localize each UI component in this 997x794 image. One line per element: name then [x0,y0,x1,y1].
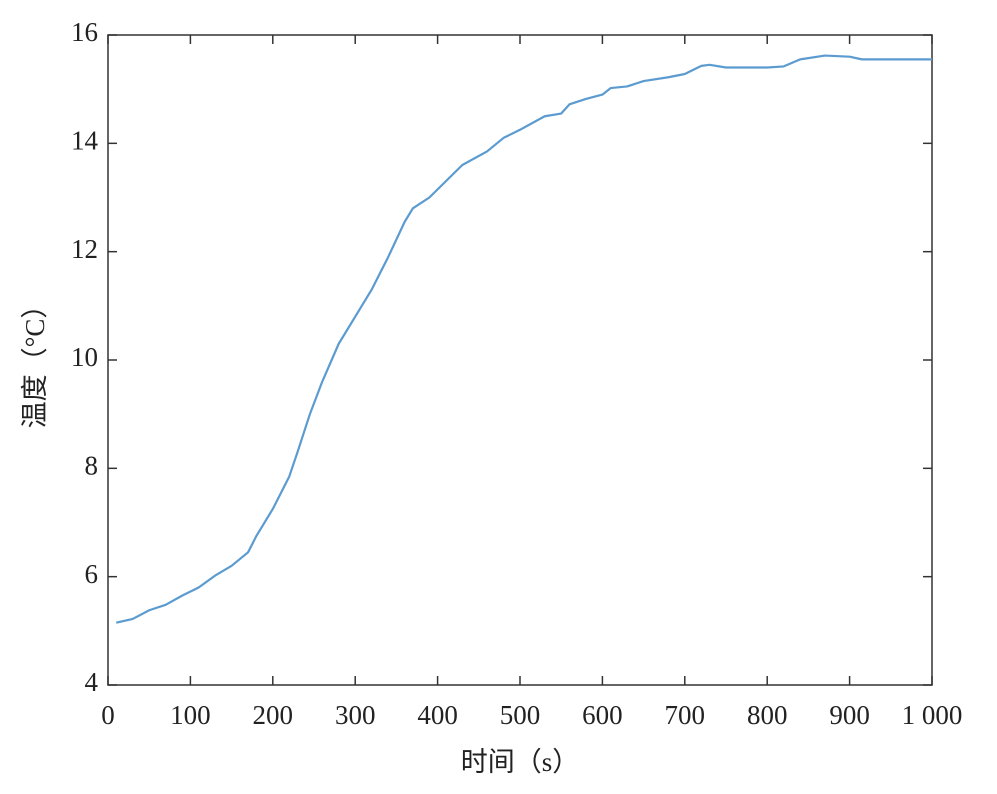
x-tick-label: 300 [335,700,376,730]
y-tick-label: 6 [85,559,99,589]
y-tick-label: 12 [71,234,98,264]
x-tick-label: 700 [665,700,706,730]
x-axis-label: 时间（s） [461,747,580,777]
y-tick-label: 14 [71,126,99,156]
y-tick-label: 8 [85,451,99,481]
x-tick-label: 200 [253,700,294,730]
x-tick-label: 900 [829,700,870,730]
y-tick-label: 10 [71,342,98,372]
y-tick-label: 16 [71,17,98,47]
x-tick-label: 400 [417,700,458,730]
x-tick-label: 500 [500,700,541,730]
plot-frame [107,34,933,686]
y-axis-label: 温度（°C） [20,292,50,429]
x-tick-label: 1 000 [902,700,963,730]
y-tick-label: 4 [85,667,99,697]
x-tick-label: 600 [582,700,623,730]
x-tick-label: 800 [747,700,788,730]
data-line [115,54,932,624]
x-tick-label: 0 [101,700,115,730]
x-tick-label: 100 [170,700,211,730]
